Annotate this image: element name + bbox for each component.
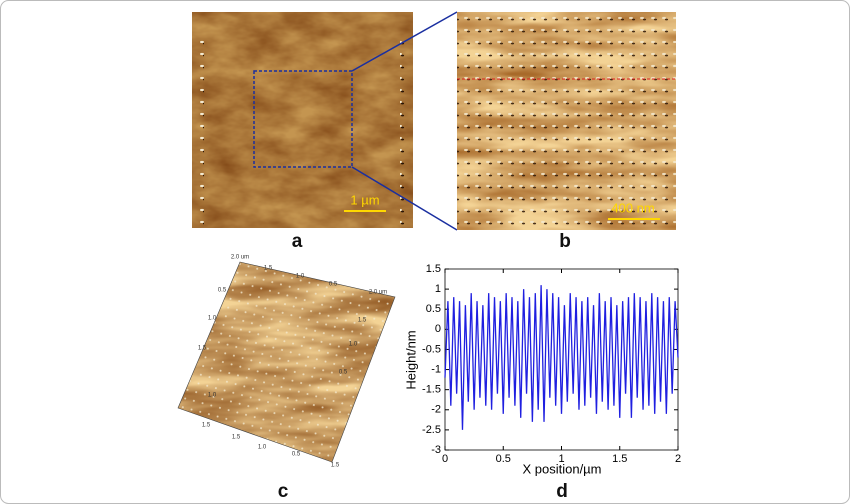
panel-label: a	[292, 231, 303, 252]
axis-label: 1.0	[258, 445, 267, 451]
axis-label: 0.5	[292, 452, 301, 458]
y-tick-label: -2	[431, 404, 441, 416]
scale-label: 1 µm	[350, 192, 379, 207]
axis-label: 2.0 um	[231, 255, 249, 261]
axis-label: 1.5	[358, 318, 367, 324]
y-tick-label: -2.5	[422, 424, 441, 436]
panel-label: c	[278, 481, 289, 502]
height-profile	[444, 285, 679, 430]
y-tick-label: 0	[435, 323, 441, 335]
scale-label: 400 nm	[611, 200, 654, 215]
line-chart: X position/µm Height/nm -3 -2.5 -2 -1.5 -1 -0…	[403, 263, 681, 477]
panel-b: 400 nm	[457, 12, 676, 230]
axis-label: 0.5	[218, 288, 227, 294]
y-tick-label: 1	[435, 283, 441, 295]
x-tick-label: 1	[558, 453, 564, 465]
y-tick-label: -1.5	[422, 384, 441, 396]
axis-label: 1.5	[232, 435, 241, 441]
y-axis-label: Height/nm	[403, 330, 418, 389]
panel-c: 2.0 um 1.5 1.0 0.5 0.5 1.0 1.5 2.0 um 1.5 1.0 0.5 1…	[177, 255, 396, 469]
x-axis-label: X position/µm	[522, 461, 601, 476]
x-tick-label: 0.5	[496, 453, 511, 465]
y-tick-label: 1.5	[426, 263, 441, 275]
axis-label: 1.5	[331, 463, 340, 469]
dot-lattice	[178, 262, 395, 462]
axis-label: 1.5	[202, 423, 211, 429]
x-tick-label: 2	[675, 453, 681, 465]
axis-label: 1.0	[208, 316, 217, 322]
x-tick-label: 0	[442, 453, 448, 465]
surface-outline	[177, 261, 396, 463]
y-tick-label: -1	[431, 363, 441, 375]
y-tick-label: -0.5	[422, 343, 441, 355]
plot-area	[444, 268, 679, 451]
axis-label: 0.5	[339, 370, 348, 376]
axis-label: 1.0	[296, 274, 305, 280]
axis-label: 2.0 um	[369, 290, 387, 296]
axis-label: 1.5	[264, 266, 273, 272]
panel-label: b	[559, 231, 571, 252]
axis-label: 1.0	[349, 342, 358, 348]
axis-label: 1.0	[208, 393, 217, 399]
panel-a: 1 µm	[192, 12, 413, 228]
afm-texture	[192, 12, 413, 228]
edge-dots	[400, 40, 406, 225]
panel-label: d	[556, 481, 568, 502]
x-tick-label: 1.5	[612, 453, 627, 465]
zoom-box	[253, 70, 353, 168]
dot-lattice	[457, 12, 676, 230]
axis-label: 0.5	[329, 282, 338, 288]
edge-dots	[198, 40, 204, 225]
y-tick-label: -3	[431, 444, 441, 456]
axis-label: 1.5	[198, 346, 207, 352]
zoom-line	[351, 11, 458, 72]
zoom-line	[351, 166, 458, 231]
y-tick-label: 0.5	[426, 303, 441, 315]
